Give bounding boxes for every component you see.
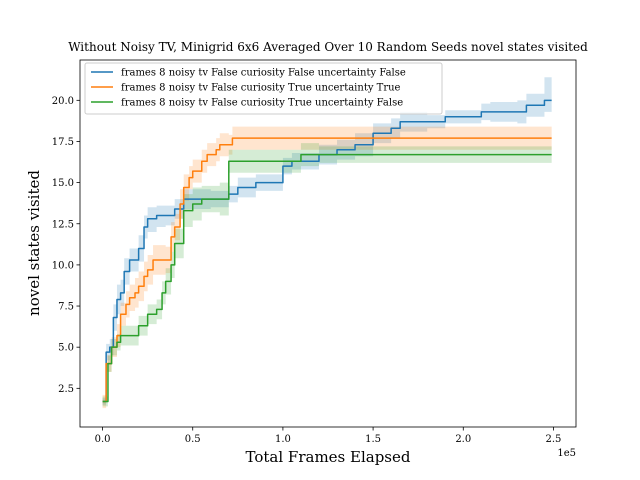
- legend-box: [84, 62, 443, 115]
- x-tick-label: 2.5: [546, 434, 562, 445]
- series-3-band: [102, 143, 552, 407]
- chart-title: Without Noisy TV, Minigrid 6x6 Averaged …: [68, 40, 588, 54]
- legend-label-2: frames 8 noisy tv False curiosity True u…: [121, 83, 401, 94]
- y-axis-label: novel states visited: [25, 170, 43, 316]
- confidence-bands: [102, 77, 552, 409]
- legend-label-3: frames 8 noisy tv False curiosity True u…: [121, 98, 403, 109]
- x-tick-label: 2.0: [455, 434, 471, 445]
- series-1-line: [102, 99, 552, 403]
- series-2-line: [102, 137, 552, 403]
- y-tick-label: 7.5: [58, 302, 74, 313]
- series-3-line: [102, 153, 552, 403]
- y-axis-ticks: 2.5 5.0 7.5 10.0 12.5 15.0 17.5 20.0: [52, 96, 80, 395]
- legend: frames 8 noisy tv False curiosity False …: [84, 62, 443, 115]
- x-axis-ticks: 0.0 0.5 1.0 1.5 2.0 2.5: [95, 427, 562, 445]
- y-tick-label: 17.5: [52, 137, 74, 148]
- x-tick-label: 1.0: [275, 434, 291, 445]
- x-axis-offset-label: 1e5: [557, 448, 576, 459]
- x-tick-label: 0.0: [95, 434, 111, 445]
- x-tick-label: 0.5: [185, 434, 201, 445]
- legend-label-1: frames 8 noisy tv False curiosity False …: [121, 68, 406, 79]
- series-lines: [102, 99, 552, 403]
- y-tick-label: 5.0: [58, 343, 74, 354]
- plot-area-frame: [79, 59, 577, 428]
- y-tick-label: 2.5: [58, 384, 74, 395]
- x-axis-label: Total Frames Elapsed: [246, 448, 411, 466]
- y-tick-label: 10.0: [52, 260, 74, 271]
- x-tick-label: 1.5: [365, 434, 381, 445]
- y-tick-label: 15.0: [52, 178, 74, 189]
- y-tick-label: 12.5: [52, 219, 74, 230]
- series-1-band: [102, 77, 552, 405]
- y-tick-label: 20.0: [52, 96, 74, 107]
